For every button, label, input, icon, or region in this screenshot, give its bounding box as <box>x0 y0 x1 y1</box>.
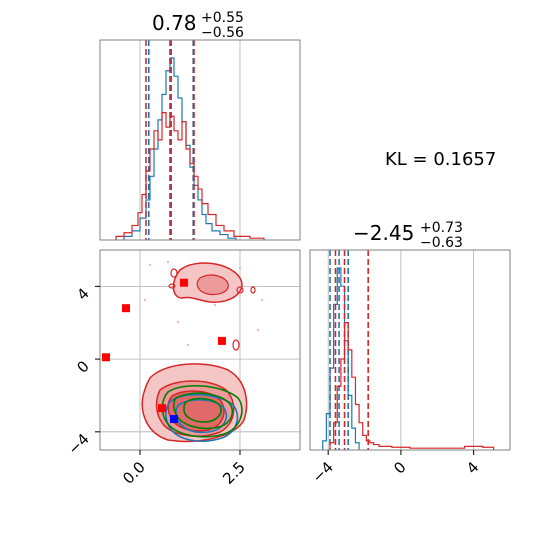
param1-title-plus: +0.55 <box>201 10 244 26</box>
axes-frame <box>99 249 301 451</box>
param2-title-minus: −0.63 <box>420 235 463 251</box>
contour-green-inner <box>183 397 222 423</box>
histogram-step <box>329 322 495 450</box>
x-tick-label: 0 <box>390 458 409 477</box>
red-marker <box>180 278 188 287</box>
param2-title-plus: +0.73 <box>420 220 463 236</box>
param2-title-value: −2.45 <box>353 221 414 245</box>
param1-title-minus: −0.56 <box>201 25 244 41</box>
x-tick-label: 0.0 <box>119 458 149 488</box>
red-marker <box>158 404 166 413</box>
histogram-step <box>322 267 360 450</box>
red-marker <box>218 336 226 345</box>
axes-frame <box>309 249 511 451</box>
joint-panel: 0.0 2.5 4 0 −4 <box>64 249 301 488</box>
x-tick-label: 4 <box>463 458 482 477</box>
axes-frame <box>99 39 301 241</box>
tick-labels: −4 0 4 <box>309 450 482 486</box>
contour-region <box>102 260 264 443</box>
y-tick-label: 0 <box>73 357 92 376</box>
kl-divergence-text: KL = 0.1657 <box>385 149 496 170</box>
grid-lines <box>327 250 475 450</box>
contour-red-small <box>170 268 178 278</box>
x-tick-label: −4 <box>309 458 337 486</box>
contour-red-island-inner <box>196 274 229 296</box>
marginal-panel-param2: −4 0 4 −2.45 +0.73 −0.63 <box>309 220 511 486</box>
contour-green-mid <box>172 392 234 430</box>
markers <box>102 278 226 424</box>
red-marker <box>102 353 110 362</box>
histogram-series <box>322 250 495 450</box>
contour-blue-outer <box>165 393 239 442</box>
histogram-series <box>115 40 265 240</box>
y-tick-label: −4 <box>64 430 92 458</box>
contour-red-small <box>232 339 240 351</box>
contour-red-small <box>236 286 244 294</box>
y-tick-label: 4 <box>73 284 92 303</box>
contour-green-outer <box>161 384 243 438</box>
histogram-step <box>123 57 237 240</box>
histogram-step <box>115 112 265 240</box>
red-marker <box>122 304 130 313</box>
blue-marker <box>170 415 178 424</box>
contour-red-small <box>168 283 176 289</box>
contour-red-small <box>250 286 256 294</box>
grid-lines <box>139 40 241 240</box>
marginal-panel-param1: 0.78 +0.55 −0.56 <box>99 10 301 241</box>
param1-title-value: 0.78 <box>152 11 197 35</box>
x-tick-label: 2.5 <box>219 458 249 488</box>
